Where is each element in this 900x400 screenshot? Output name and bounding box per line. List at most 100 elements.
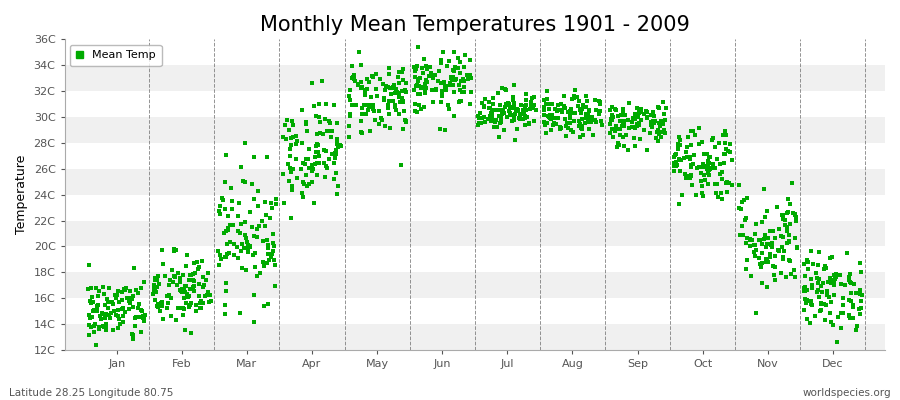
Point <box>243 244 257 250</box>
Point <box>359 76 374 83</box>
Point <box>410 91 425 98</box>
Point <box>319 148 333 154</box>
Point <box>516 115 530 122</box>
Point <box>439 82 454 89</box>
Point <box>115 288 130 295</box>
Point <box>297 181 311 188</box>
Point <box>305 162 320 168</box>
Point <box>445 77 459 83</box>
Point <box>752 237 766 243</box>
Point <box>617 112 632 118</box>
Point <box>630 122 644 129</box>
Bar <box>65 169 885 195</box>
Point <box>761 235 776 241</box>
Point <box>243 209 257 216</box>
Point <box>684 162 698 168</box>
Point <box>703 165 717 172</box>
Point <box>705 137 719 144</box>
Point <box>683 128 698 134</box>
Point <box>410 78 425 84</box>
Point <box>536 112 551 118</box>
Point <box>171 270 185 276</box>
Point <box>105 300 120 307</box>
Point <box>853 260 868 266</box>
Point <box>667 159 681 166</box>
Point <box>261 245 275 252</box>
Point <box>764 242 778 248</box>
Point <box>199 277 213 283</box>
Point <box>420 66 435 72</box>
Point <box>656 99 670 106</box>
Point <box>488 118 502 125</box>
Point <box>594 121 608 128</box>
Point <box>300 182 314 189</box>
Point <box>91 353 105 359</box>
Point <box>694 170 708 176</box>
Point <box>842 312 857 318</box>
Point <box>383 125 398 131</box>
Point <box>307 103 321 110</box>
Point <box>425 86 439 93</box>
Point <box>92 326 106 332</box>
Point <box>361 107 375 113</box>
Point <box>298 161 312 168</box>
Point <box>318 116 332 122</box>
Point <box>613 132 627 138</box>
Point <box>464 89 478 96</box>
Point <box>774 270 788 276</box>
Point <box>797 285 812 291</box>
Point <box>351 81 365 87</box>
Point <box>377 122 392 129</box>
Point <box>677 154 691 161</box>
Point <box>778 216 792 223</box>
Point <box>656 111 670 118</box>
Point <box>125 293 140 300</box>
Point <box>616 121 631 128</box>
Point <box>814 301 828 308</box>
Point <box>608 128 622 134</box>
Point <box>486 95 500 102</box>
Point <box>312 119 327 125</box>
Point <box>256 263 271 269</box>
Point <box>537 107 552 113</box>
Point <box>308 160 322 167</box>
Point <box>191 266 205 272</box>
Point <box>212 252 227 258</box>
Point <box>507 117 521 123</box>
Point <box>266 248 281 254</box>
Point <box>657 127 671 133</box>
Point <box>667 163 681 170</box>
Point <box>824 279 838 286</box>
Point <box>395 94 410 101</box>
Point <box>187 260 202 266</box>
Point <box>555 107 570 113</box>
Point <box>774 233 788 240</box>
Point <box>743 236 758 242</box>
Point <box>542 114 556 120</box>
Point <box>757 186 771 192</box>
Point <box>494 115 508 121</box>
Point <box>347 76 362 82</box>
Point <box>284 168 299 175</box>
Point <box>768 264 782 270</box>
Point <box>800 296 814 303</box>
Point <box>220 228 234 234</box>
Point <box>755 260 770 266</box>
Point <box>286 122 301 129</box>
Point <box>838 282 852 288</box>
Point <box>821 279 835 286</box>
Point <box>432 126 446 132</box>
Point <box>604 116 618 122</box>
Point <box>453 98 467 104</box>
Point <box>740 235 754 242</box>
Point <box>617 119 632 126</box>
Point <box>639 108 653 115</box>
Point <box>275 134 290 140</box>
Point <box>518 122 532 128</box>
Point <box>447 68 462 75</box>
Point <box>831 339 845 346</box>
Point <box>151 301 166 307</box>
Point <box>129 286 143 293</box>
Point <box>369 71 383 77</box>
Point <box>626 114 641 121</box>
